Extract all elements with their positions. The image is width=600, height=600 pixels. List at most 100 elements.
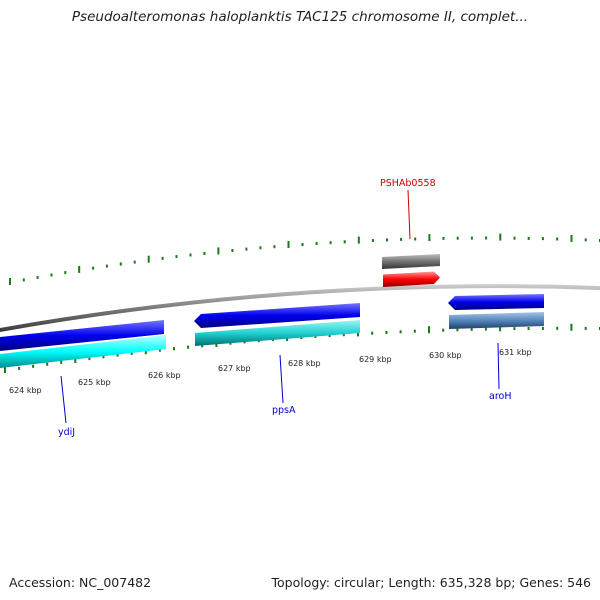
inner-ring-major-tick [499,324,502,332]
pshab0558-leader-line [407,189,411,240]
gene-label-ppsa[interactable]: ppsA [272,405,296,416]
outer-ring-minor-tick [329,241,332,245]
gene-ydij-cyan-bar[interactable] [0,335,166,368]
tick-label-624: 624 kbp [9,386,42,395]
inner-ring-minor-tick [556,326,559,330]
inner-ring-minor-tick [413,329,416,333]
inner-ring-minor-tick [399,330,402,334]
outer-ring-major-tick [147,255,150,263]
chromosome-backbone [0,284,600,332]
inner-ring-major-tick [570,323,573,331]
aroh-leader-line [497,342,500,390]
outer-ring-minor-tick [301,243,304,246]
outer-ring-major-tick [287,241,290,248]
gene-label-pshab0558[interactable]: PSHAb0558 [380,178,436,189]
outer-ring-minor-tick [273,245,276,249]
tick-label-629: 629 kbp [359,355,392,364]
inner-ring-minor-tick [385,331,388,334]
outer-ring-major-tick [570,234,573,242]
inner-ring-major-tick [74,356,77,363]
outer-ring-minor-tick [92,266,95,270]
outer-ring-minor-tick [513,236,516,240]
outer-ring-minor-tick [371,239,374,242]
gene-aroh-steel-bar[interactable] [449,312,544,329]
outer-ring-minor-tick [203,251,206,255]
outer-ring-minor-tick [527,236,530,240]
outer-ring-minor-tick [245,247,248,251]
inner-ring-minor-tick [32,364,35,368]
inner-ring-minor-tick [187,345,190,349]
outer-ring-minor-tick [22,278,25,282]
inner-ring-minor-tick [470,327,473,331]
outer-ring-major-tick [428,234,431,242]
outer-ring-minor-tick [105,264,108,268]
inner-ring-minor-tick [484,327,487,331]
inner-ring-minor-tick [116,353,119,357]
tick-label-628: 628 kbp [288,359,321,368]
outer-ring-minor-tick [64,271,67,275]
inner-ring-minor-tick [371,331,374,335]
gene-ydij-blue-bar[interactable] [0,320,164,351]
outer-tick-ring [9,233,600,285]
inner-ring-minor-tick [328,334,331,338]
genome-summary-text: Topology: circular; Length: 635,328 bp; … [271,575,592,590]
inner-ring-minor-tick [201,344,204,348]
tick-label-627: 627 kbp [218,364,251,373]
tick-label-630: 630 kbp [429,351,462,360]
outer-ring-minor-tick [231,249,234,252]
outer-ring-minor-tick [400,237,403,241]
outer-ring-minor-tick [343,240,346,244]
inner-ring-minor-tick [442,328,445,332]
inner-ring-minor-tick [527,327,530,330]
tick-label-625: 625 kbp [78,378,111,387]
gene-ppsa-teal-bar[interactable] [195,320,360,346]
inner-ring-minor-tick [130,351,133,355]
outer-ring-minor-tick [175,255,178,259]
inner-ring-minor-tick [513,327,516,331]
inner-ring-minor-tick [541,326,544,330]
outer-ring-minor-tick [50,273,53,277]
inner-ring-major-tick [4,366,6,373]
outer-ring-minor-tick [442,236,445,240]
outer-ring-minor-tick [315,242,318,245]
outer-ring-major-tick [357,236,360,244]
outer-ring-minor-tick [556,237,559,241]
inner-ring-minor-tick [158,348,161,352]
inner-ring-minor-tick [173,347,175,351]
gene-pshab0558-arrow[interactable] [383,271,440,288]
outer-ring-minor-tick [36,275,39,279]
inner-ring-minor-tick [46,362,49,366]
gene-gray-bar[interactable] [382,254,440,269]
map-title: Pseudoalteromonas haloplanktis TAC125 ch… [71,9,529,25]
inner-ring-minor-tick [18,366,21,370]
inner-ring-major-tick [428,326,430,334]
outer-ring-minor-tick [259,246,262,250]
outer-ring-minor-tick [584,238,587,242]
gene-label-ydij[interactable]: ydiJ [58,427,75,438]
inner-ring-minor-tick [60,360,63,364]
outer-ring-minor-tick [161,256,164,260]
outer-ring-minor-tick [133,260,136,264]
gene-label-aroh[interactable]: aroH [489,391,511,402]
outer-ring-minor-tick [456,236,459,240]
inner-ring-minor-tick [88,357,91,361]
outer-ring-major-tick [217,247,220,255]
inner-ring-minor-tick [456,328,459,332]
gene-aroh-blue-arrow[interactable] [448,294,544,310]
outer-ring-minor-tick [470,236,473,240]
outer-ring-major-tick [499,233,502,241]
ppsa-leader-line [279,354,284,404]
outer-ring-minor-tick [386,238,388,242]
inner-ring-minor-tick [102,355,105,359]
outer-ring-minor-tick [119,262,122,266]
outer-ring-major-tick [9,278,11,285]
inner-ring-minor-tick [584,326,587,330]
outer-ring-minor-tick [541,237,544,241]
gene-ppsa-blue-arrow[interactable] [194,303,360,328]
accession-text: Accession: NC_007482 [9,575,152,590]
inner-ring-minor-tick [342,333,345,337]
outer-ring-minor-tick [189,253,192,257]
tick-label-631: 631 kbp [499,348,532,357]
outer-ring-minor-tick [414,237,417,241]
